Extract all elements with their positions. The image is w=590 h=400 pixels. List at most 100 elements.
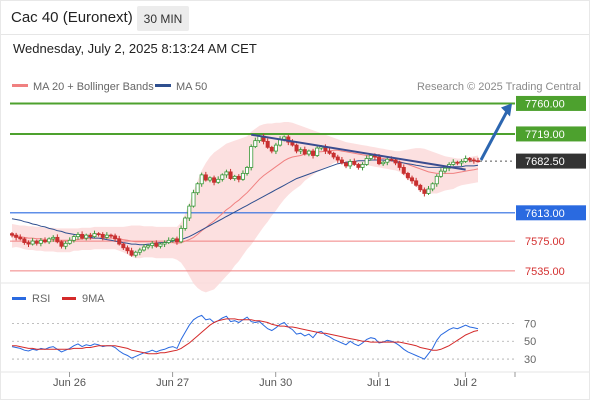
x-tick-label: Jun 27 xyxy=(156,377,189,389)
candle-body xyxy=(18,236,23,240)
candle-body xyxy=(356,164,361,168)
candle-body xyxy=(92,233,97,238)
legend-9ma-label: 9MA xyxy=(82,293,105,305)
candle-body xyxy=(26,242,31,245)
candle-body xyxy=(51,236,56,240)
rsi-tick-50: 50 xyxy=(524,336,536,348)
candle-body xyxy=(455,161,460,164)
timeframe-button[interactable]: 30 MIN xyxy=(137,6,189,31)
candle-body xyxy=(311,150,316,156)
level-label-7613.00: 7613.00 xyxy=(525,208,565,220)
candle-body xyxy=(22,238,27,243)
level-label-box-7613.00 xyxy=(516,205,586,221)
rsi-tick-30: 30 xyxy=(524,354,536,366)
candle-body xyxy=(245,167,250,174)
candle-body xyxy=(265,140,270,148)
level-label-7760.00: 7760.00 xyxy=(525,98,565,110)
candle-body xyxy=(96,233,101,236)
candle-body xyxy=(207,177,212,181)
candle-body xyxy=(381,161,386,165)
credit-label: Research © 2025 Trading Central xyxy=(417,81,581,93)
candle-body xyxy=(459,161,464,164)
candle-body xyxy=(401,167,406,174)
candle-body xyxy=(170,238,175,241)
level-label-box-7719.00 xyxy=(516,126,586,142)
candle-body xyxy=(199,174,204,185)
level-label-box-7682.50 xyxy=(516,153,586,169)
candle-body xyxy=(377,156,382,165)
candle-body xyxy=(430,183,435,190)
candle-body xyxy=(249,146,254,168)
candle-body xyxy=(344,162,349,167)
candle-body xyxy=(269,146,274,152)
candle-body xyxy=(273,144,278,152)
legend-ma20-swatch xyxy=(12,84,28,87)
candle-body xyxy=(360,164,365,168)
candle-body xyxy=(298,149,303,152)
candle-body xyxy=(108,234,113,237)
candle-body xyxy=(42,239,47,243)
candle-body xyxy=(368,155,373,159)
candle-body xyxy=(389,158,394,161)
candle-body xyxy=(154,242,159,247)
candle-body xyxy=(306,150,311,155)
candle-body xyxy=(438,170,443,177)
candle-body xyxy=(426,188,431,194)
legend-ma20-label: MA 20 + Bollinger Bands xyxy=(33,81,154,93)
candle-body xyxy=(475,160,480,163)
candle-body xyxy=(467,158,472,161)
candle-body xyxy=(166,239,171,243)
candle-body xyxy=(117,238,122,245)
candle-body xyxy=(352,161,357,165)
candle-body xyxy=(422,189,427,194)
candle-body xyxy=(451,161,456,165)
x-tick-label: Jun 30 xyxy=(259,377,292,389)
candle-body xyxy=(414,180,419,186)
candle-body xyxy=(146,245,151,248)
candle-body xyxy=(30,240,35,245)
level-label-7719.00: 7719.00 xyxy=(525,129,565,141)
candle-body xyxy=(434,175,439,185)
candle-body xyxy=(84,234,89,239)
level-label-7535.00: 7535.00 xyxy=(525,266,565,278)
candle-body xyxy=(393,159,398,164)
candle-body xyxy=(443,167,448,172)
bollinger-band xyxy=(12,122,478,293)
candle-body xyxy=(240,172,245,180)
legend-rsi-swatch xyxy=(12,297,26,300)
candle-body xyxy=(216,178,221,183)
candle-body xyxy=(331,152,336,158)
candle-body xyxy=(80,233,85,239)
candle-body xyxy=(191,192,196,207)
candle-body xyxy=(253,140,258,147)
candle-body xyxy=(162,242,167,245)
candle-body xyxy=(203,174,208,181)
candle-body xyxy=(75,233,80,238)
candle-body xyxy=(339,159,344,164)
candle-body xyxy=(236,175,241,180)
candle-body xyxy=(55,236,60,243)
rsi-9ma-line xyxy=(12,318,479,355)
candle-body xyxy=(315,147,320,156)
candle-body xyxy=(158,243,163,247)
candle-body xyxy=(137,249,142,253)
candle-body xyxy=(212,177,217,183)
candle-body xyxy=(220,174,225,180)
candle-body xyxy=(183,217,188,229)
level-label-7682.50: 7682.50 xyxy=(525,156,565,168)
x-tick-label: Jun 26 xyxy=(53,377,86,389)
header-divider xyxy=(0,34,590,35)
legend-ma50-swatch xyxy=(155,84,171,87)
candle-body xyxy=(71,236,76,241)
candle-body xyxy=(385,158,390,163)
candle-body xyxy=(47,238,52,243)
ma20-line xyxy=(12,149,479,244)
candle-body xyxy=(187,205,192,219)
chart-header: Cac 40 (Euronext) 30 MIN xyxy=(0,0,590,36)
ma50-line xyxy=(11,159,479,246)
x-tick-label: Jul 1 xyxy=(367,377,390,389)
candle-body xyxy=(141,246,146,251)
candle-body xyxy=(364,158,369,165)
candle-body xyxy=(9,233,14,236)
